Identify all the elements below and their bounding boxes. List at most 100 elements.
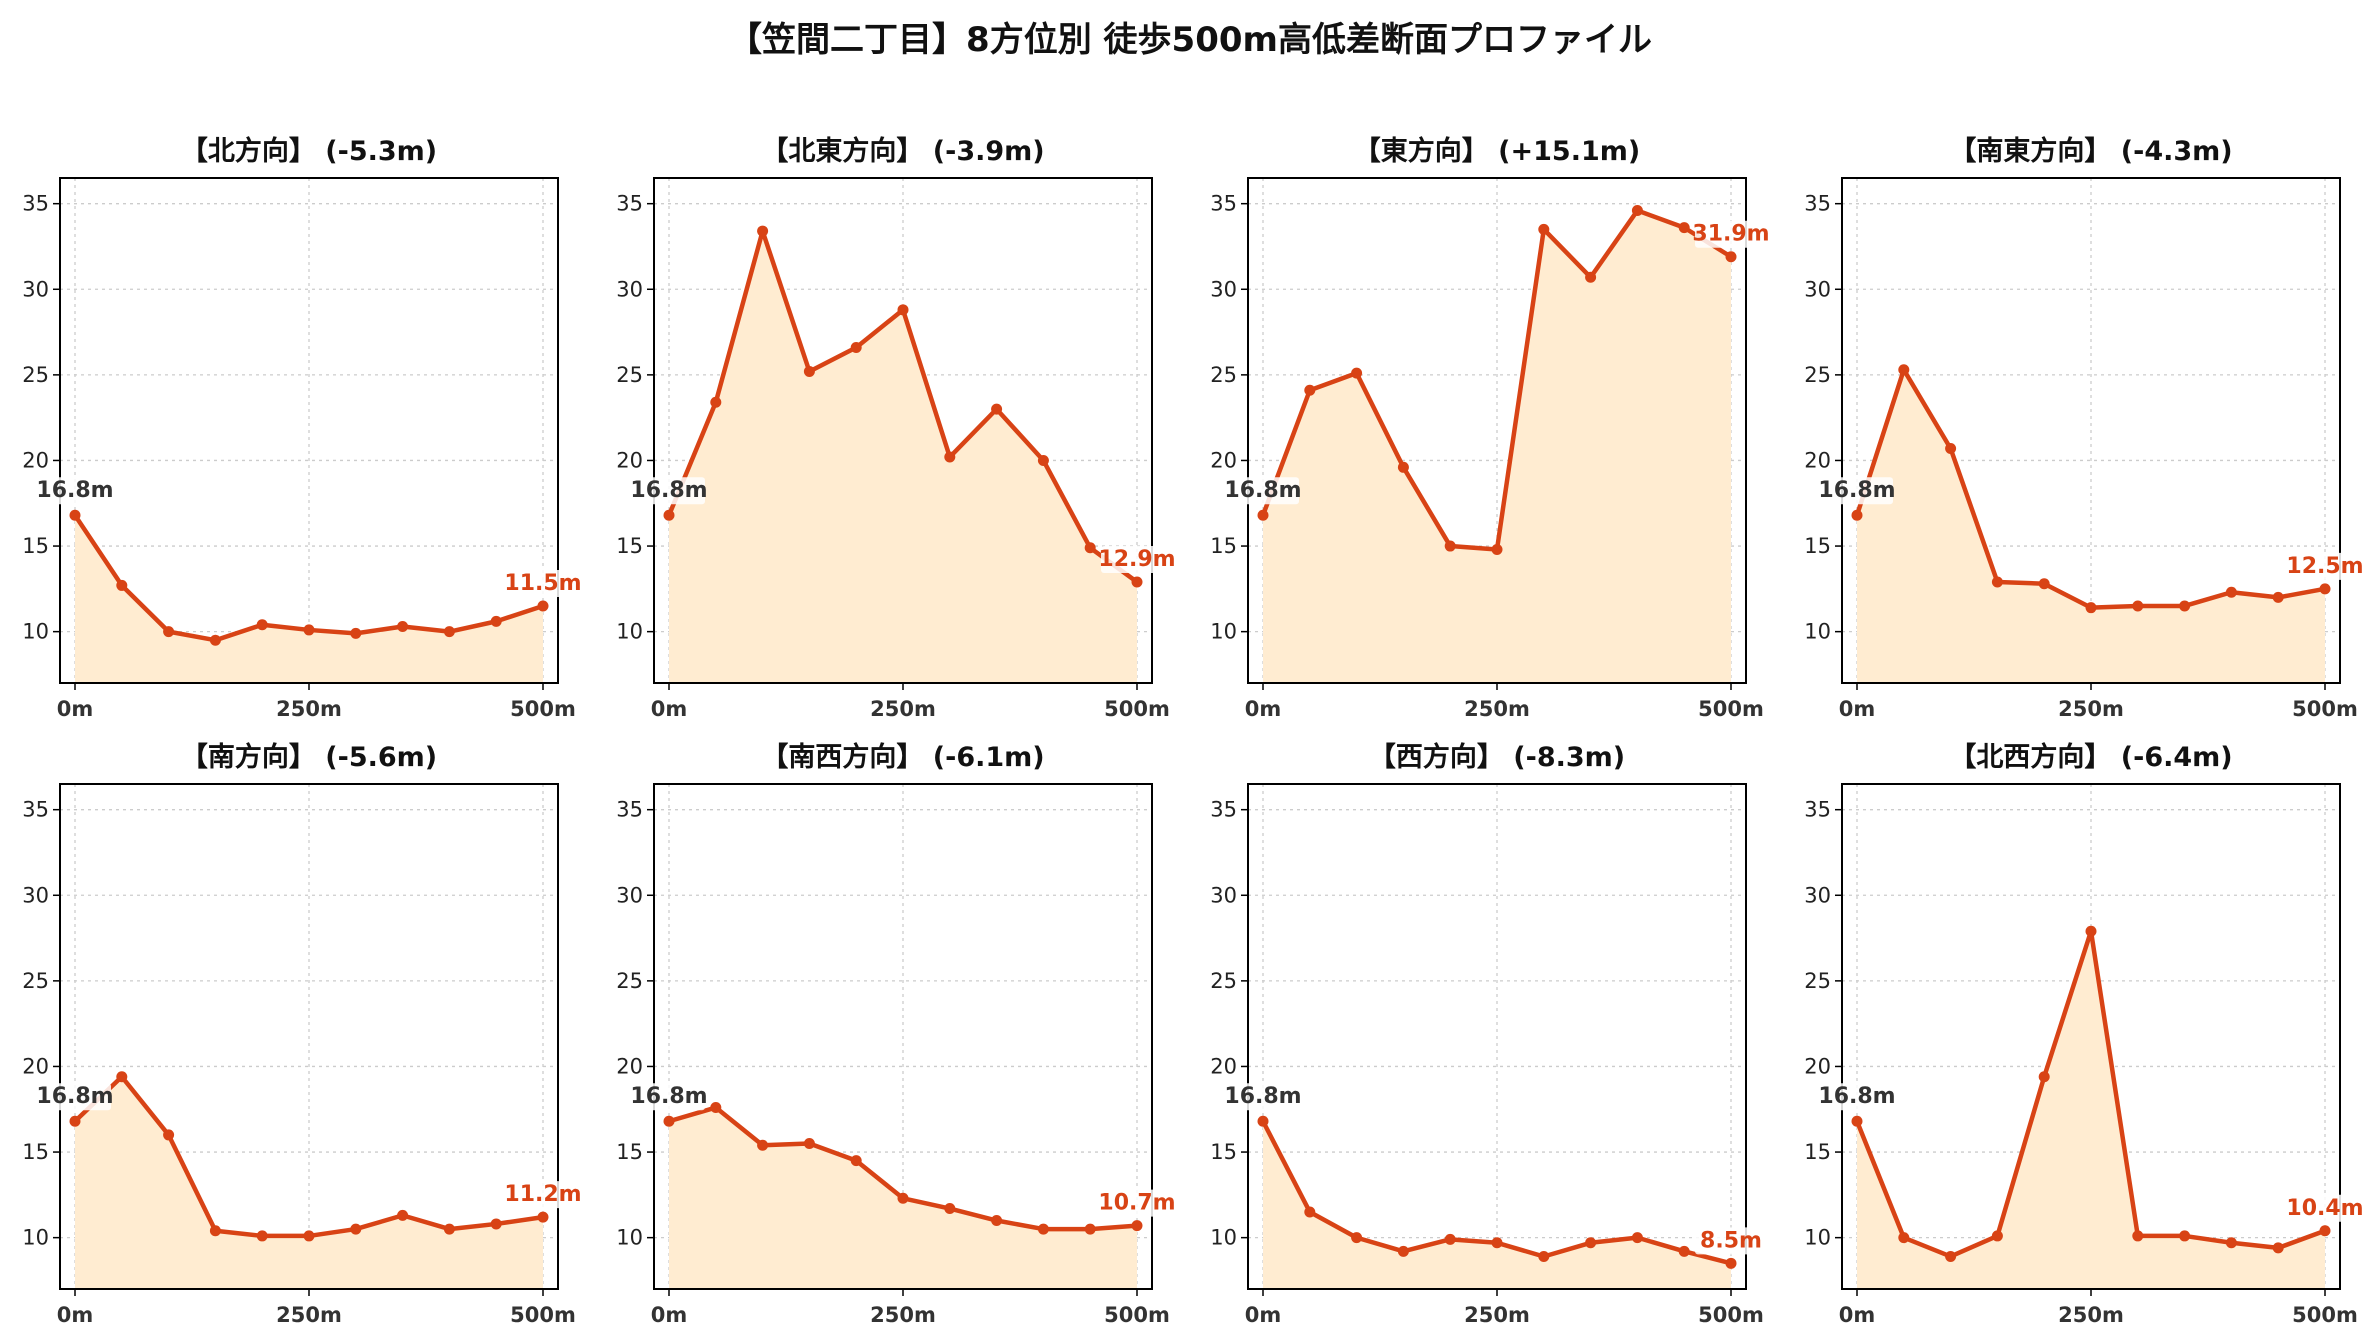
data-point xyxy=(1351,1232,1363,1244)
x-tick-label: 500m xyxy=(1698,1303,1764,1327)
y-tick-label: 10 xyxy=(22,620,49,644)
data-point xyxy=(850,341,862,353)
data-point xyxy=(1397,1245,1409,1257)
data-point xyxy=(2085,925,2097,937)
panel-5: 【南方向】 (-5.6m) 10 15 20 25 30 35 0m 250m 500m 16.8m… xyxy=(22,741,581,1327)
x-tick-label: 250m xyxy=(2058,1303,2124,1327)
end-label-box xyxy=(507,1181,579,1209)
y-tick-label: 35 xyxy=(22,798,49,822)
start-label-box xyxy=(633,477,705,505)
y-tick-label: 10 xyxy=(1210,620,1237,644)
end-elevation-label: 12.5m xyxy=(2286,554,2363,579)
data-point xyxy=(2319,1225,2331,1237)
end-label-box xyxy=(1101,546,1173,573)
start-label-box xyxy=(1821,1083,1893,1111)
data-point xyxy=(69,509,81,521)
data-point xyxy=(2132,1230,2144,1242)
panel-title: 【北西方向】 (-6.4m) xyxy=(1949,741,2232,773)
data-point xyxy=(1351,367,1363,379)
end-label-box xyxy=(1695,220,1767,248)
panel-title: 【東方向】 (+15.1m) xyxy=(1354,135,1640,167)
data-point xyxy=(1631,1232,1643,1244)
start-elevation-label: 16.8m xyxy=(1818,1084,1895,1109)
start-label-box xyxy=(1227,1083,1299,1111)
y-tick-label: 15 xyxy=(616,534,643,558)
x-tick-label: 0m xyxy=(57,697,94,721)
y-tick-label: 30 xyxy=(616,277,643,301)
data-point xyxy=(1991,1230,2003,1242)
data-point xyxy=(537,600,549,612)
data-point xyxy=(1131,1220,1143,1232)
data-point xyxy=(350,627,362,639)
data-point xyxy=(209,634,221,646)
x-tick-label: 0m xyxy=(651,697,688,721)
end-elevation-label: 8.5m xyxy=(1700,1228,1762,1253)
data-point xyxy=(2179,1230,2191,1242)
data-point xyxy=(303,624,315,636)
data-point xyxy=(2179,600,2191,612)
y-tick-label: 15 xyxy=(1210,1140,1237,1164)
y-tick-label: 25 xyxy=(1804,969,1831,993)
start-label-box xyxy=(1821,477,1893,505)
x-tick-label: 0m xyxy=(1245,1303,1282,1327)
y-tick-label: 25 xyxy=(1210,969,1237,993)
panel-title: 【南方向】 (-5.6m) xyxy=(181,741,437,773)
data-point xyxy=(2272,591,2284,603)
data-point xyxy=(1257,509,1269,521)
start-elevation-label: 16.8m xyxy=(1224,1084,1301,1109)
area-fill xyxy=(669,231,1137,683)
panel-title: 【北東方向】 (-3.9m) xyxy=(761,135,1044,167)
x-tick-label: 0m xyxy=(57,1303,94,1327)
x-tick-label: 500m xyxy=(1104,1303,1170,1327)
data-point xyxy=(2038,578,2050,590)
end-label-box xyxy=(1695,1227,1767,1255)
y-tick-label: 25 xyxy=(1804,363,1831,387)
data-point xyxy=(663,509,675,521)
start-label-box xyxy=(1227,477,1299,505)
data-point xyxy=(1585,271,1597,283)
data-point xyxy=(1538,223,1550,235)
data-point xyxy=(303,1230,315,1242)
data-point xyxy=(1725,1257,1737,1269)
data-point xyxy=(116,579,128,591)
x-tick-label: 500m xyxy=(2292,697,2358,721)
start-elevation-label: 16.8m xyxy=(36,478,113,503)
data-point xyxy=(1444,540,1456,552)
data-point xyxy=(803,365,815,377)
data-point xyxy=(991,1215,1003,1227)
y-tick-label: 25 xyxy=(1210,363,1237,387)
x-tick-label: 0m xyxy=(651,1303,688,1327)
data-point xyxy=(1851,509,1863,521)
data-point xyxy=(1678,222,1690,234)
y-tick-label: 35 xyxy=(616,798,643,822)
y-tick-label: 20 xyxy=(1210,448,1237,472)
x-tick-label: 250m xyxy=(870,697,936,721)
area-fill xyxy=(1857,931,2325,1289)
data-point xyxy=(1898,364,1910,376)
panel-title: 【北方向】 (-5.3m) xyxy=(181,135,437,167)
y-tick-label: 15 xyxy=(1804,1140,1831,1164)
data-point xyxy=(1725,251,1737,263)
end-elevation-label: 10.4m xyxy=(2286,1196,2363,1221)
x-tick-label: 250m xyxy=(1464,697,1530,721)
data-point xyxy=(803,1137,815,1149)
y-tick-label: 30 xyxy=(22,883,49,907)
end-label-box xyxy=(2289,552,2361,580)
end-elevation-label: 12.9m xyxy=(1098,547,1175,572)
y-tick-label: 35 xyxy=(1804,192,1831,216)
x-tick-label: 250m xyxy=(276,697,342,721)
data-point xyxy=(663,1115,675,1127)
panel-7: 【西方向】 (-8.3m) 10 15 20 25 30 35 0m 250m 500m 16.8m… xyxy=(1210,741,1767,1327)
y-tick-label: 30 xyxy=(1210,277,1237,301)
panel-title: 【南東方向】 (-4.3m) xyxy=(1949,135,2232,167)
start-label-box xyxy=(39,1083,111,1111)
data-point xyxy=(443,1223,455,1235)
y-tick-label: 20 xyxy=(1804,1054,1831,1078)
end-label-box xyxy=(2289,1194,2361,1222)
y-tick-label: 30 xyxy=(1804,277,1831,301)
data-point xyxy=(1304,384,1316,396)
x-tick-label: 0m xyxy=(1245,697,1282,721)
data-point xyxy=(1131,576,1143,588)
data-point xyxy=(2225,1237,2237,1249)
data-point xyxy=(1084,1223,1096,1235)
